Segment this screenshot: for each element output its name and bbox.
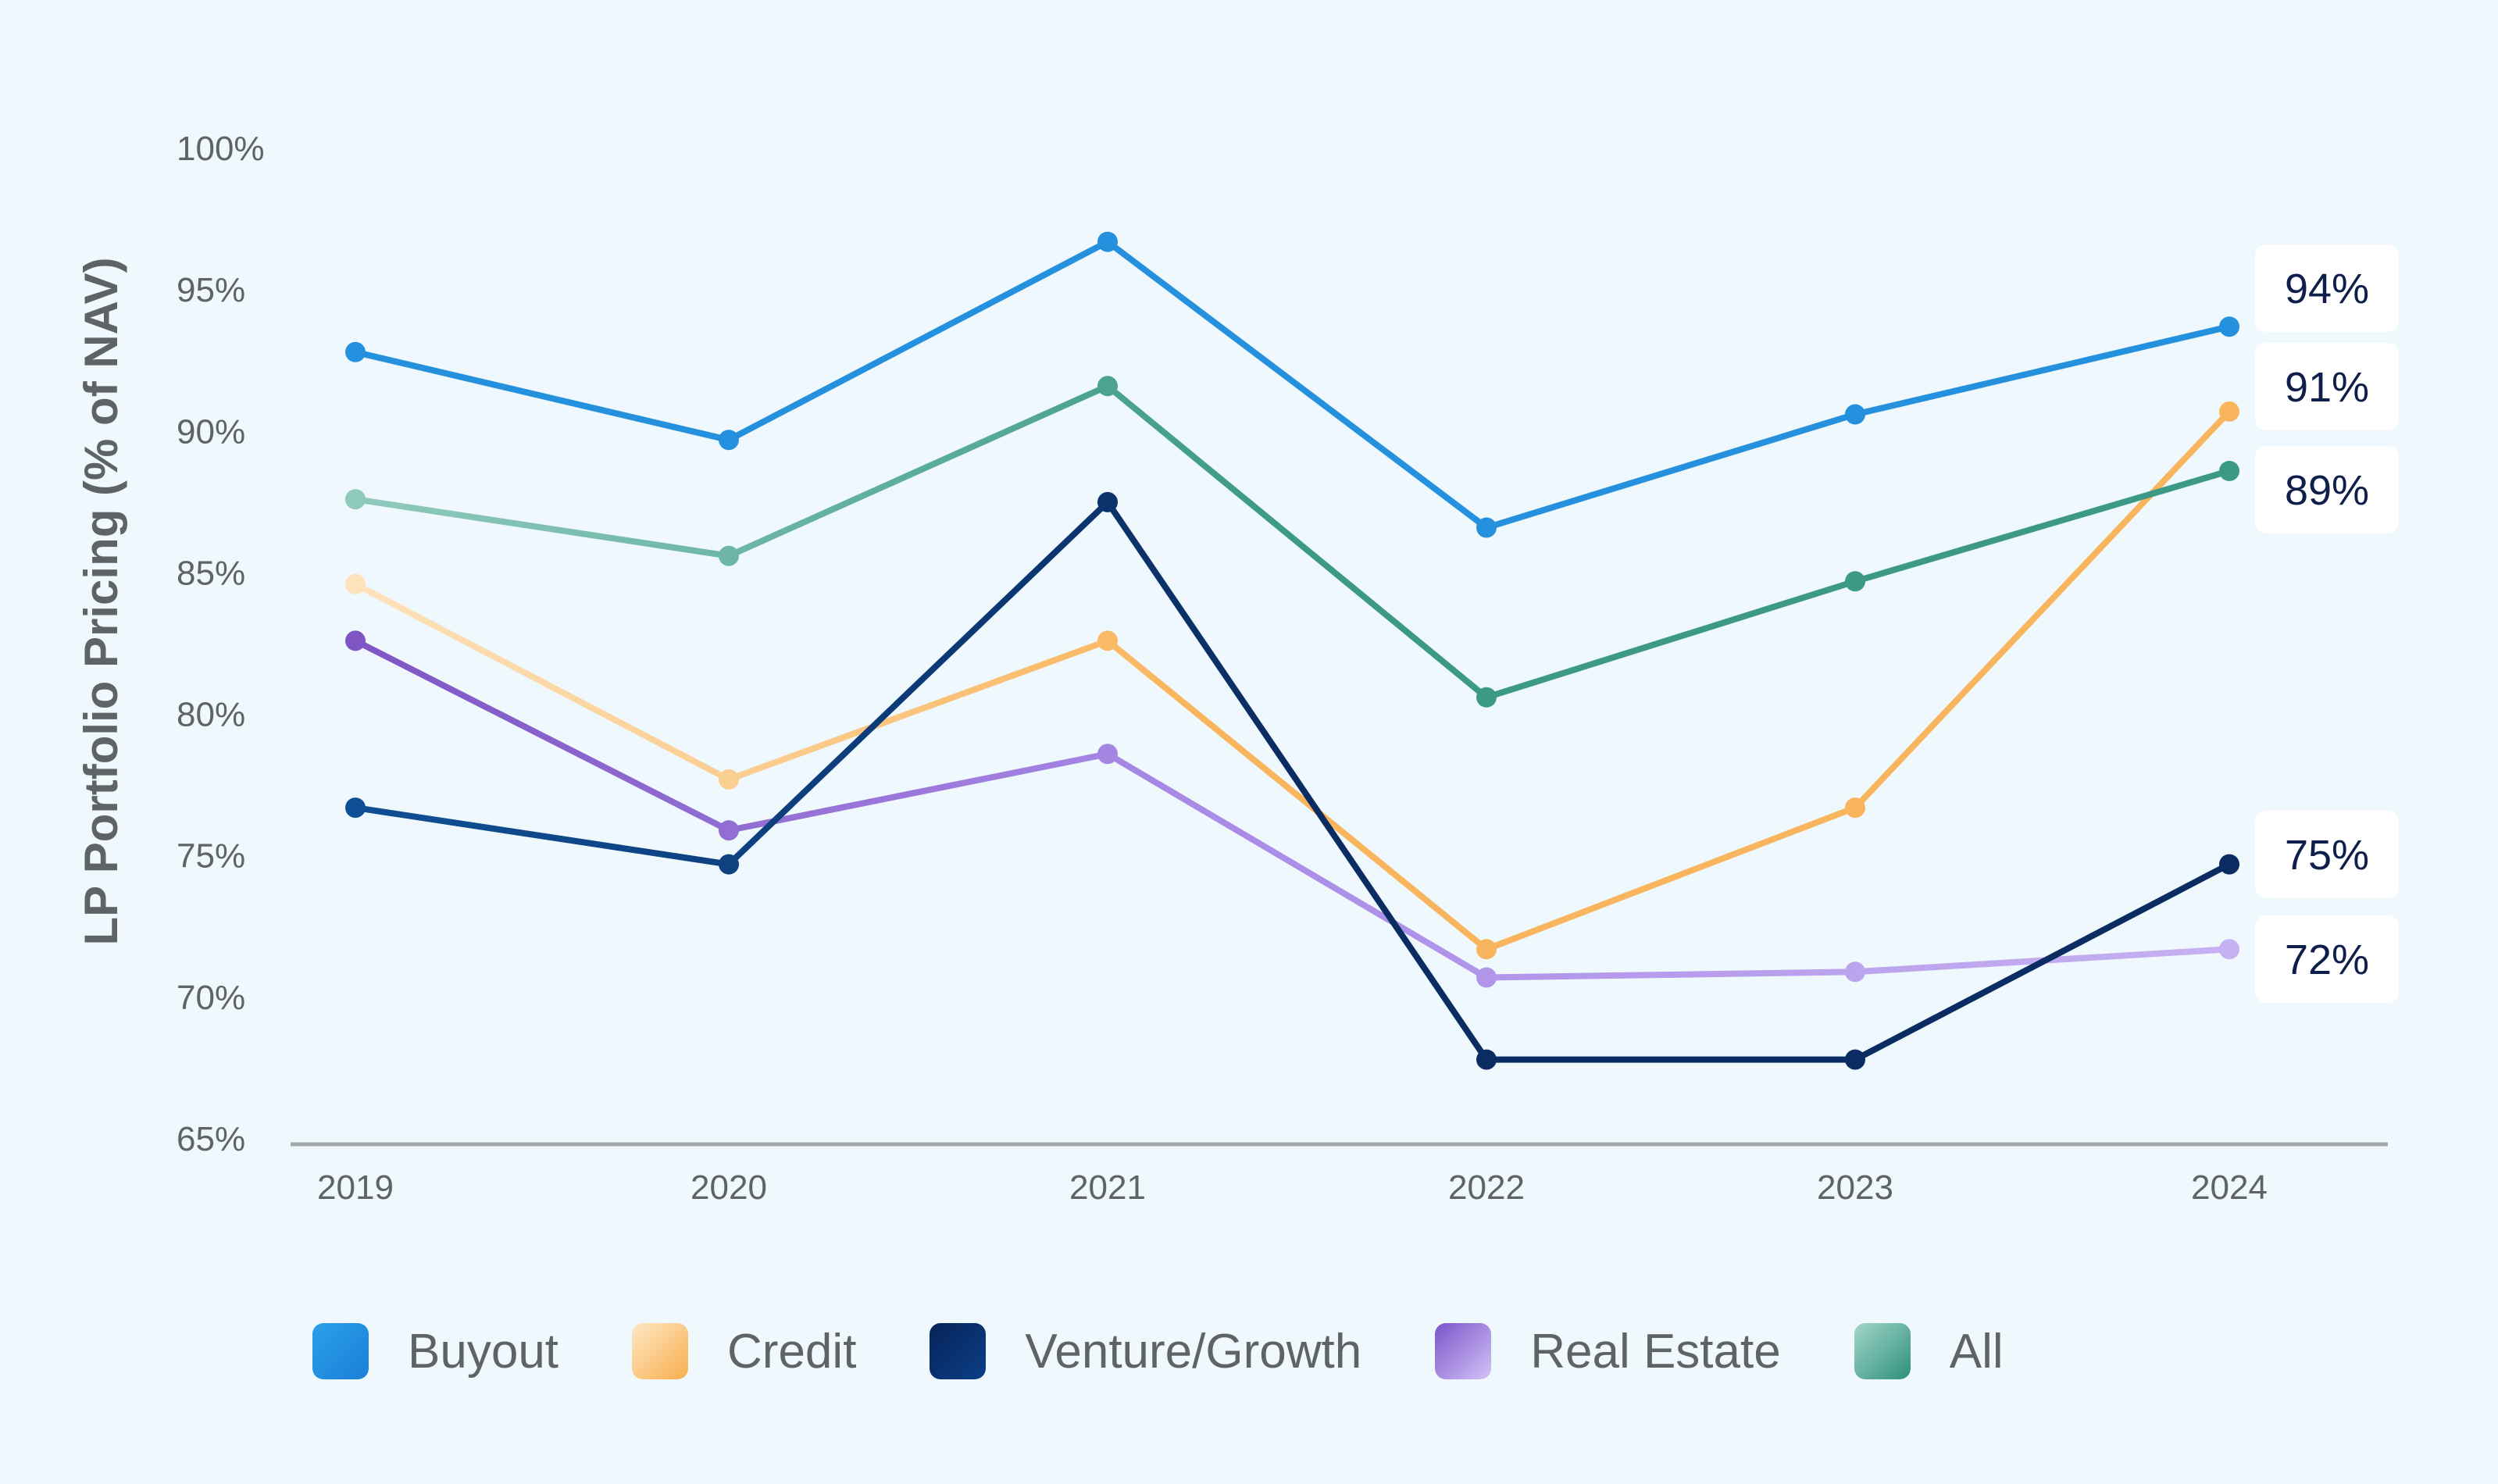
data-point-real-estate: [719, 820, 739, 841]
end-label-box: [2255, 915, 2399, 1003]
legend-swatch: [1435, 1323, 1492, 1379]
data-point-all: [1845, 571, 1865, 592]
y-axis-title: LP Portfolio Pricing (% of NAV): [75, 257, 127, 945]
x-tick-label: 2020: [691, 1168, 767, 1207]
data-point-buyout: [1097, 231, 1118, 252]
y-tick-label: 90%: [177, 412, 245, 451]
legend-label: Real Estate: [1530, 1324, 1781, 1379]
end-label-value: 89%: [2285, 467, 2369, 514]
series-points: [345, 231, 2239, 1070]
end-labels: 94% 91% 75% 72% 89%: [2255, 244, 2399, 1003]
x-tick-label: 2023: [1817, 1168, 1893, 1207]
data-point-buyout: [1845, 404, 1865, 425]
data-point-credit: [2219, 401, 2239, 422]
data-point-venture-growth: [2219, 854, 2239, 875]
legend-label: All: [1949, 1324, 2004, 1379]
end-label-all: 89%: [2255, 446, 2399, 533]
legend-label: Buyout: [408, 1324, 559, 1379]
data-point-buyout: [719, 430, 739, 451]
data-point-venture-growth: [1476, 1049, 1497, 1070]
x-tick-label: 2019: [317, 1168, 394, 1207]
end-label-box: [2255, 343, 2399, 430]
y-tick-label: 85%: [177, 554, 245, 592]
data-point-real-estate: [2219, 939, 2239, 960]
legend-swatch: [930, 1323, 987, 1379]
series-line-credit: [352, 408, 2232, 953]
data-point-all: [719, 545, 739, 566]
legend: Buyout Credit Venture/Growth Real Estate All: [312, 1320, 2077, 1382]
legend-item-buyout: Buyout: [312, 1323, 558, 1379]
end-label-buyout: 94%: [2255, 244, 2399, 332]
y-tick-label: 95%: [177, 271, 245, 309]
end-label-venture-growth: 75%: [2255, 811, 2399, 898]
end-label-value: 72%: [2285, 936, 2369, 983]
y-tick-label: 70%: [177, 979, 245, 1017]
data-point-real-estate: [345, 630, 366, 651]
end-label-value: 75%: [2285, 832, 2369, 879]
data-point-venture-growth: [719, 854, 739, 875]
data-point-real-estate: [1476, 967, 1497, 988]
series-line-venture-growth: [352, 498, 2232, 1063]
x-tick-label: 2024: [2191, 1168, 2268, 1207]
series-lines: [352, 238, 2232, 1063]
data-point-credit: [719, 769, 739, 790]
end-label-box: [2255, 811, 2399, 898]
data-point-venture-growth: [1845, 1049, 1865, 1070]
legend-label: Venture/Growth: [1025, 1324, 1362, 1379]
x-tick-label: 2021: [1069, 1168, 1146, 1207]
y-axis-ticks: 100% 95% 90% 85% 80% 75% 70% 65%: [177, 130, 265, 1158]
x-tick-label: 2022: [1448, 1168, 1525, 1207]
data-point-buyout: [345, 341, 366, 362]
y-tick-label: 75%: [177, 837, 245, 876]
y-tick-label: 80%: [177, 696, 245, 734]
data-point-buyout: [2219, 316, 2239, 337]
y-tick-label: 65%: [177, 1120, 245, 1158]
legend-item-real-estate: Real Estate: [1435, 1323, 1781, 1379]
series-line-all: [352, 383, 2232, 701]
data-point-credit: [1476, 939, 1497, 960]
legend-swatch: [312, 1323, 369, 1379]
data-point-credit: [345, 573, 366, 594]
legend-swatch: [1854, 1323, 1911, 1379]
x-axis-ticks: 2019 2020 2021 2022 2023 2024: [317, 1168, 2268, 1207]
data-point-venture-growth: [345, 797, 366, 819]
data-point-venture-growth: [1097, 491, 1118, 512]
legend-swatch: [632, 1323, 689, 1379]
legend-item-all: All: [1854, 1323, 2004, 1379]
data-point-real-estate: [1845, 961, 1865, 983]
end-label-value: 91%: [2285, 364, 2369, 411]
end-label-credit: 91%: [2255, 343, 2399, 430]
series-line-buyout: [352, 238, 2232, 531]
y-axis-title-group: LP Portfolio Pricing (% of NAV): [75, 257, 127, 945]
end-label-box: [2255, 244, 2399, 332]
data-point-all: [1476, 687, 1497, 708]
legend-label: Credit: [727, 1324, 857, 1379]
end-label-value: 94%: [2285, 266, 2369, 312]
end-label-box: [2255, 446, 2399, 533]
end-label-real-estate: 72%: [2255, 915, 2399, 1003]
y-tick-label: 100%: [177, 130, 265, 168]
data-point-all: [345, 489, 366, 510]
data-point-buyout: [1476, 517, 1497, 538]
data-point-all: [1097, 376, 1118, 397]
legend-item-venture-growth: Venture/Growth: [930, 1323, 1361, 1379]
data-point-real-estate: [1097, 744, 1118, 765]
data-point-credit: [1845, 797, 1865, 819]
data-point-all: [2219, 461, 2239, 481]
legend-item-credit: Credit: [632, 1323, 856, 1379]
data-point-credit: [1097, 630, 1118, 651]
series-line-real-estate: [352, 637, 2232, 981]
